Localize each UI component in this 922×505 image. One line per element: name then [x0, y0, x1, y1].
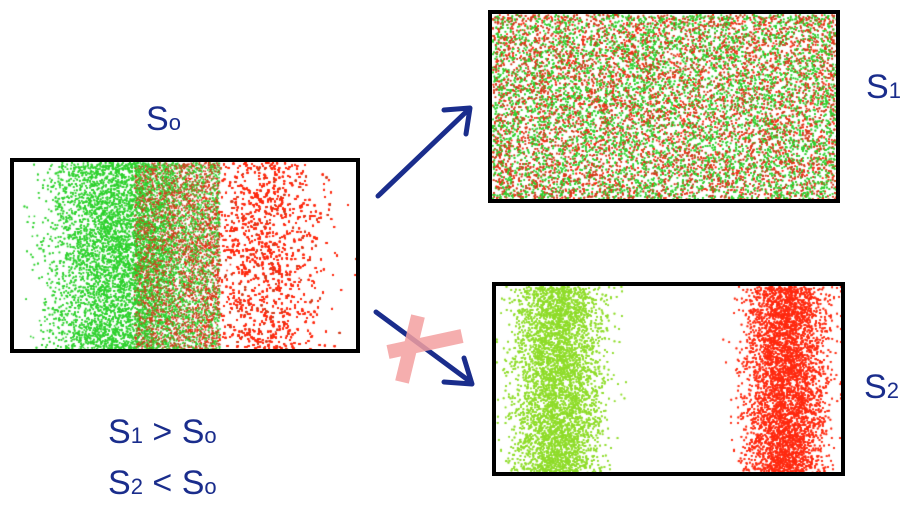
- relation-s1-gt-s0: S1 > So: [108, 415, 217, 449]
- particle-canvas-s1: [492, 14, 836, 199]
- label-s1: S1: [866, 70, 901, 104]
- label-s2-base: S: [864, 368, 887, 406]
- rel2-right-base: S: [181, 464, 205, 502]
- label-s1-sub: 1: [888, 78, 901, 103]
- label-s2: S2: [864, 370, 899, 404]
- rel2-right-sub: o: [204, 474, 217, 499]
- rel1-operator: >: [152, 413, 173, 451]
- state-box-s0: [10, 158, 360, 353]
- label-s0: So: [146, 102, 181, 136]
- arrow-up-right-icon: [375, 105, 473, 199]
- relation-s2-lt-s0: S2 < So: [108, 466, 217, 500]
- rel1-right-base: S: [181, 413, 205, 451]
- rel1-left-sub: 1: [130, 423, 143, 448]
- label-s2-sub: 2: [886, 378, 899, 403]
- arrow-down-right-icon: [373, 309, 475, 387]
- cross-mark-icon: [386, 314, 464, 384]
- state-box-s2: [492, 282, 845, 476]
- label-s1-base: S: [866, 68, 889, 106]
- rel2-operator: <: [152, 464, 173, 502]
- label-s0-sub: o: [168, 110, 181, 135]
- particle-canvas-s2: [496, 286, 841, 472]
- rel1-right-sub: o: [204, 423, 217, 448]
- rel2-left-base: S: [108, 464, 131, 502]
- rel2-left-sub: 2: [130, 474, 143, 499]
- label-s0-base: S: [146, 100, 169, 138]
- particle-canvas-s0: [14, 162, 356, 349]
- state-box-s1: [488, 10, 840, 203]
- rel1-left-base: S: [108, 413, 131, 451]
